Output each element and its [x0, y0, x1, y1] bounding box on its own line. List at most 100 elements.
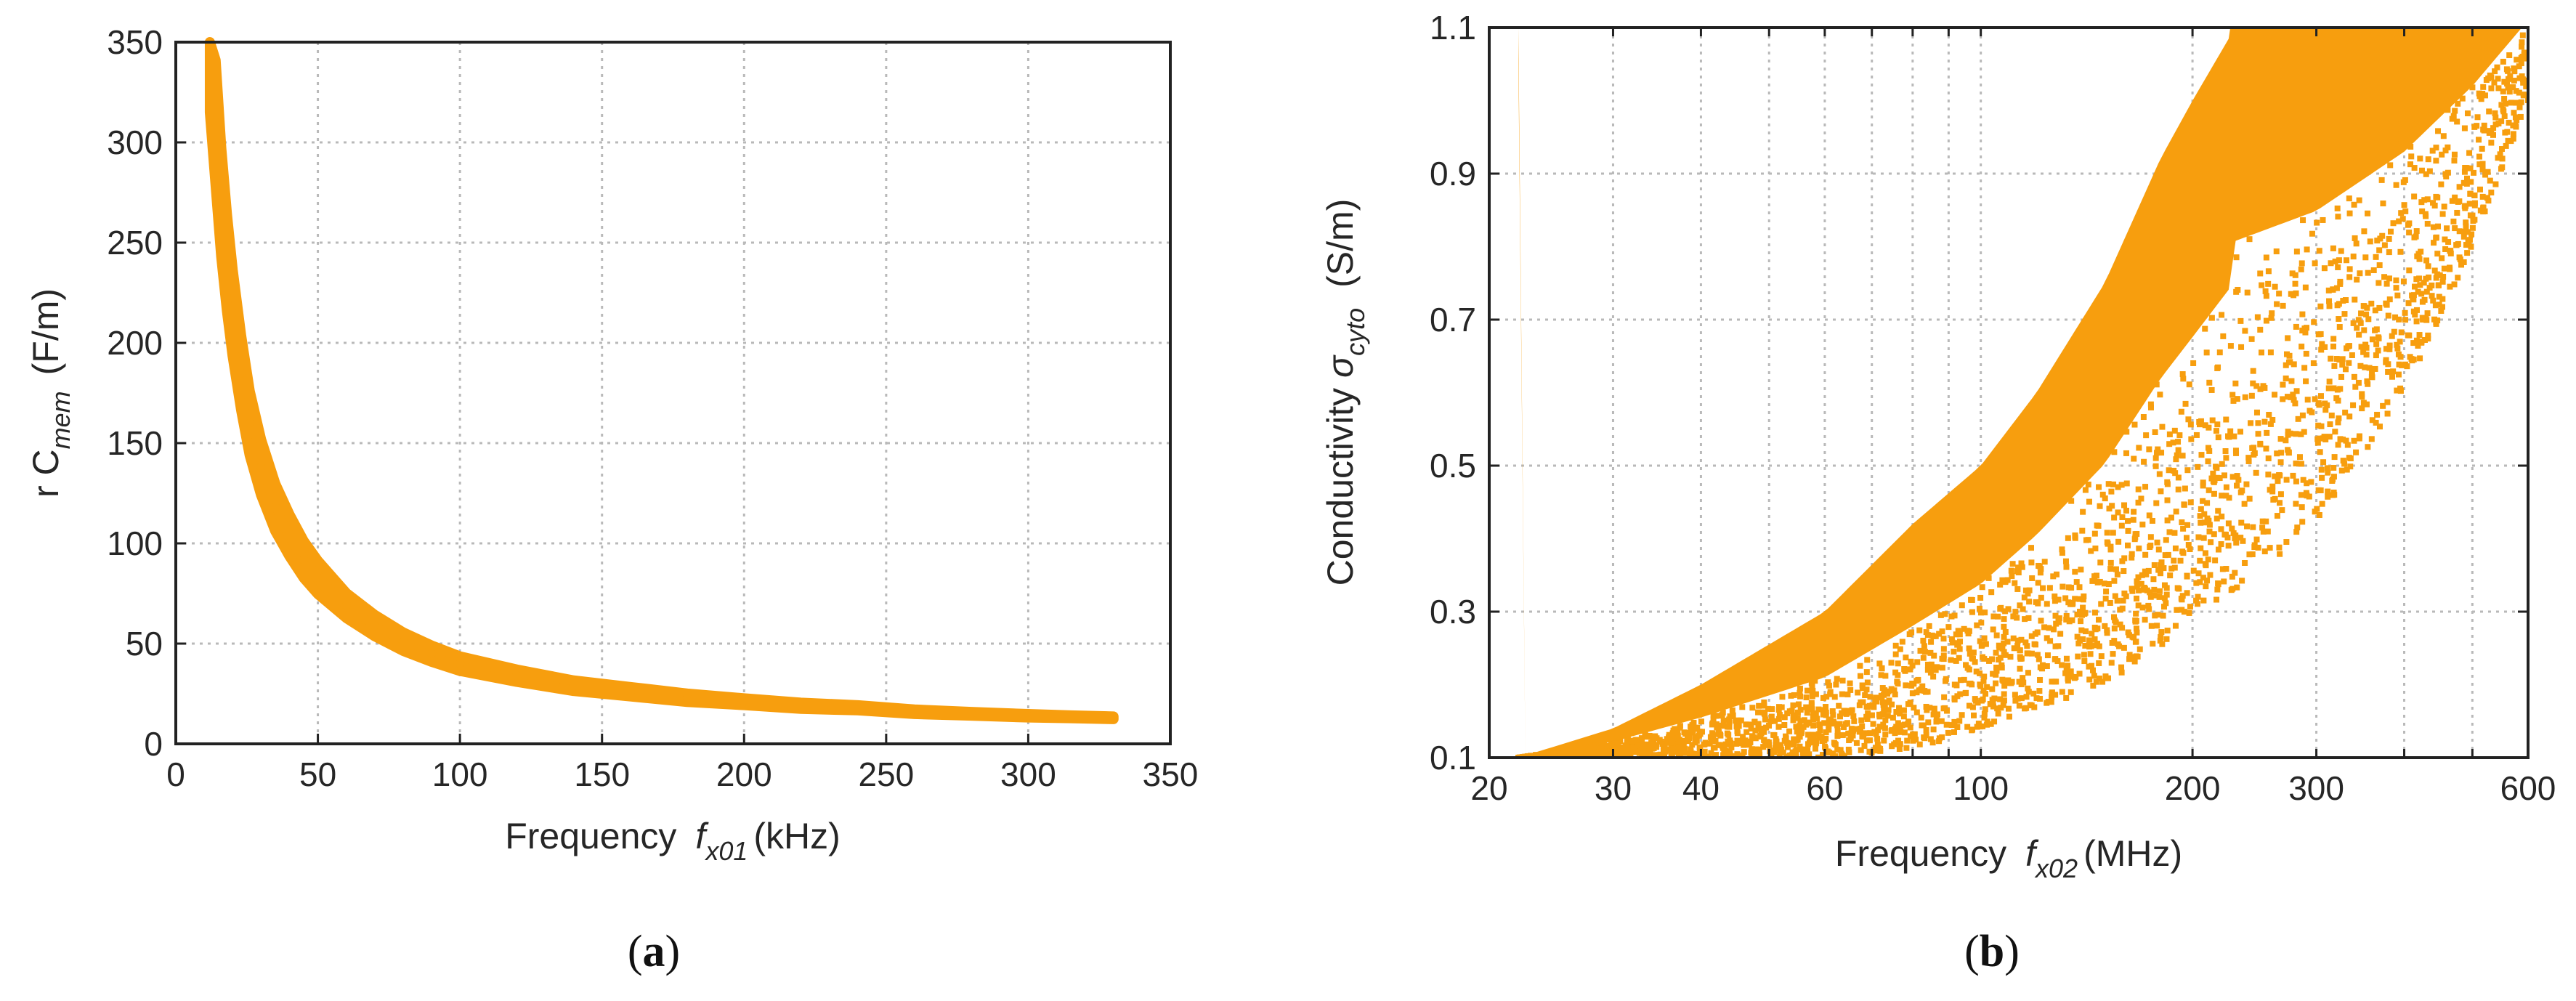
panel-b-data-point — [2480, 204, 2487, 211]
panel-b-data-point — [1962, 690, 1969, 697]
panel-b-data-point — [1927, 669, 1934, 676]
panel-b-data-point — [1772, 745, 1778, 751]
panel-b-data-point — [2499, 146, 2506, 153]
panel-b-data-point — [1939, 628, 1945, 635]
panel-b-data-point — [1839, 710, 1845, 716]
panel-b-data-point — [1998, 662, 2005, 668]
panel-b-data-point — [2216, 475, 2223, 482]
panel-b-data-point — [1810, 687, 1816, 694]
panel-b-data-point — [1689, 722, 1696, 729]
panel-b-data-point — [2020, 606, 2026, 612]
panel-b-data-point — [1696, 745, 1703, 752]
panel-b-data-point — [2241, 500, 2248, 507]
panel-b-data-point — [2346, 195, 2352, 202]
panel-b-data-point — [1897, 729, 1904, 735]
panel-b-data-point — [2270, 496, 2277, 503]
panel-b-data-point — [2325, 488, 2331, 495]
panel-b-data-point — [2139, 522, 2146, 528]
panel-b-data-point — [1786, 708, 1793, 715]
panel-b-data-point — [2257, 386, 2264, 392]
panel-b-data-point — [2035, 580, 2041, 586]
panel-b-data-point — [1980, 687, 1987, 694]
panel-b-data-point — [1727, 737, 1733, 744]
panel-b-data-point — [2059, 689, 2065, 695]
panel-b-data-point — [2197, 513, 2203, 519]
panel-b-data-point — [1808, 700, 1815, 706]
panel-b-data-point — [1977, 670, 1983, 676]
panel-b-data-point — [1743, 729, 1750, 735]
panel-b-data-point — [2119, 558, 2126, 564]
panel-b-data-point — [1997, 606, 2004, 612]
panel-b-data-point — [1725, 732, 1732, 738]
panel-b-data-point — [1977, 594, 1984, 601]
panel-a-data-band — [204, 37, 1119, 724]
panel-b-data-point — [2186, 609, 2192, 616]
panel-b-data-point — [2464, 175, 2471, 182]
panel-b-data-point — [1913, 709, 1920, 716]
panel-b-data-point — [2350, 320, 2357, 326]
panel-b-data-point — [2221, 531, 2228, 538]
panel-b-data-point — [1978, 620, 1985, 626]
panel-b-data-point — [1961, 625, 1967, 632]
panel-b-data-point — [2214, 515, 2220, 522]
panel-b-data-point — [2462, 205, 2468, 211]
panel-b-data-point — [2010, 635, 2017, 641]
panel-b-data-point — [2150, 641, 2156, 647]
panel-b-data-point — [2524, 77, 2528, 84]
panel-b-data-point — [2476, 137, 2482, 143]
panel-b-data-point — [2147, 543, 2153, 550]
panel-b-data-point — [2092, 546, 2099, 552]
panel-b-data-point — [1938, 718, 1945, 724]
panel-b-data-point — [1918, 686, 1924, 692]
panel-b-data-point — [1981, 635, 1988, 641]
panel-b-data-point — [1951, 729, 1957, 735]
panel-b-data-point — [2215, 581, 2221, 588]
panel-b-data-point — [1810, 713, 1816, 720]
panel-b-data-point — [2263, 317, 2269, 324]
panel-b-data-point — [2091, 576, 2098, 583]
panel-b-data-point — [2303, 378, 2309, 384]
panel-b-data-point — [2435, 282, 2442, 288]
panel-b-data-point — [2111, 514, 2118, 521]
panel-b-data-point — [2481, 122, 2487, 129]
panel-b-data-point — [2187, 499, 2194, 506]
panel-b-data-point — [2261, 548, 2268, 555]
panel-b-data-point — [2457, 256, 2463, 263]
panel-b-data-point — [2369, 336, 2375, 343]
panel-b-data-point — [2471, 192, 2478, 198]
panel-b-data-point — [2006, 713, 2012, 720]
panel-b-data-point — [2423, 257, 2430, 264]
panel-b-data-point — [2146, 512, 2152, 519]
panel-b-data-point — [2463, 180, 2470, 187]
panel-b-data-point — [2211, 531, 2217, 538]
panel-b-data-point — [1751, 747, 1758, 754]
panel-a-data-point — [313, 572, 323, 582]
panel-b-data-point — [2345, 343, 2352, 349]
panel-b-data-point — [2220, 333, 2227, 339]
panel-b-data-point — [1943, 676, 1949, 682]
panel-b-data-point — [2386, 342, 2393, 349]
panel-b-data-point — [2325, 493, 2331, 500]
panel-b-data-point — [1751, 718, 1758, 725]
panel-b-data-point — [2238, 344, 2245, 350]
panel-b-data-point — [2225, 433, 2232, 439]
panel-b-data-point — [2208, 315, 2215, 321]
panel-b-data-point — [2365, 444, 2371, 450]
panel-b-data-point — [2330, 336, 2337, 342]
panel-b-data-point — [2423, 288, 2430, 295]
panel-b-y-tick-label: 1.1 — [1430, 9, 1476, 46]
panel-b-data-point — [2519, 39, 2525, 46]
panel-b-data-point — [1712, 737, 1718, 744]
panel-b-data-point — [2416, 275, 2423, 282]
panel-b-data-point — [2424, 220, 2431, 227]
panel-b-data-point — [2196, 418, 2203, 425]
panel-b-data-point — [2454, 209, 2460, 216]
panel-b-data-point — [2111, 614, 2118, 620]
panel-b-data-point — [2203, 583, 2209, 590]
panel-b-data-point — [1792, 748, 1799, 755]
panel-b-data-point — [1864, 704, 1871, 710]
panel-b-data-point — [2119, 605, 2126, 612]
panel-b-data-point — [2016, 702, 2022, 709]
panel-b-data-point — [2353, 240, 2360, 247]
panel-b-data-point — [2146, 446, 2152, 453]
